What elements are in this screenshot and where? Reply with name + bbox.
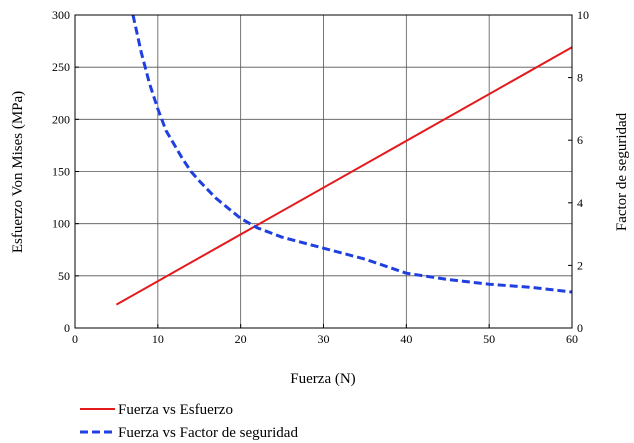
series-line-esfuerzo <box>115 46 573 306</box>
legend-label-esfuerzo: Fuerza vs Esfuerzo <box>118 402 233 418</box>
y2-axis-title: Factor de seguridad <box>614 112 630 231</box>
y2-tick-label: 8 <box>577 71 583 85</box>
y2-tick-label: 10 <box>577 8 589 22</box>
y-tick-label: 250 <box>52 60 70 74</box>
x-tick-label: 10 <box>152 332 164 346</box>
series-group <box>115 14 573 306</box>
x-tick-label: 60 <box>566 332 578 346</box>
x-tick-label: 20 <box>235 332 247 346</box>
y-tick-label: 300 <box>52 8 70 22</box>
y-tick-label: 100 <box>52 217 70 231</box>
y-tick-label: 50 <box>58 269 70 283</box>
x-tick-label: 30 <box>318 332 330 346</box>
x-tick-label: 50 <box>483 332 495 346</box>
x-axis-title: Fuerza (N) <box>290 371 355 387</box>
y2-tick-label: 2 <box>577 258 583 272</box>
y2-tick-label: 4 <box>577 196 583 210</box>
y-tick-label: 200 <box>52 112 70 126</box>
y2-tick-label: 0 <box>577 321 583 335</box>
y2-tick-label: 6 <box>577 133 583 147</box>
y-axis-title: Esfuerzo Von Mises (MPa) <box>10 91 26 253</box>
legend: Fuerza vs Esfuerzo Fuerza vs Factor de s… <box>80 402 298 441</box>
legend-label-factor: Fuerza vs Factor de seguridad <box>118 425 298 441</box>
y-tick-label: 0 <box>64 321 70 335</box>
y-tick-label: 150 <box>52 165 70 179</box>
x-tick-label: 40 <box>400 332 412 346</box>
x-tick-label: 0 <box>72 332 78 346</box>
series-line-factor <box>131 14 573 294</box>
